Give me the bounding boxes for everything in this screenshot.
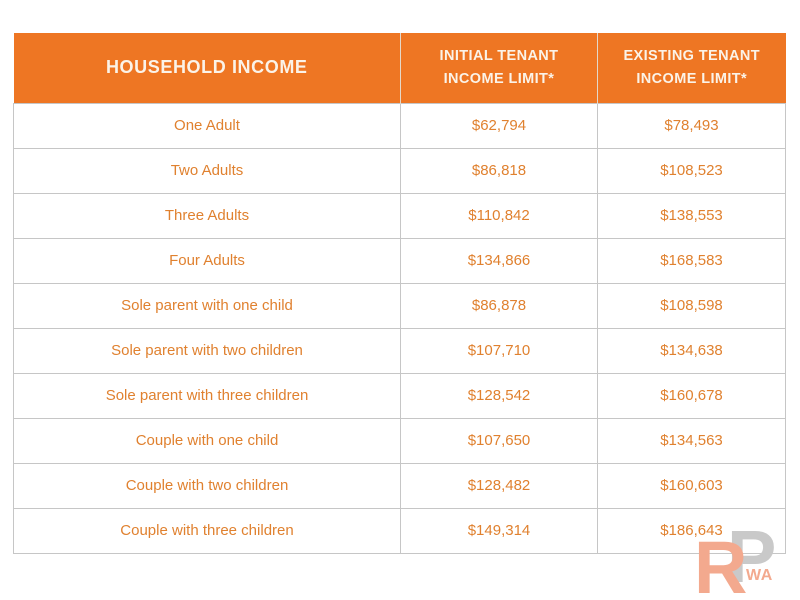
- table-row: Couple with two children $128,482 $160,6…: [13, 462, 786, 509]
- existing-limit-cell: $168,583: [597, 237, 786, 284]
- existing-limit-cell: $134,563: [597, 417, 786, 464]
- household-cell: Four Adults: [13, 237, 401, 284]
- household-cell: Sole parent with three children: [13, 372, 401, 419]
- logo-letters-wa: WA: [746, 567, 773, 584]
- initial-limit-cell: $107,710: [400, 327, 598, 374]
- household-cell: Couple with one child: [13, 417, 401, 464]
- table-row: One Adult $62,794 $78,493: [13, 102, 786, 149]
- household-cell: Sole parent with one child: [13, 282, 401, 329]
- existing-limit-cell: $108,523: [597, 147, 786, 194]
- existing-limit-cell: $134,638: [597, 327, 786, 374]
- initial-limit-cell: $128,482: [400, 462, 598, 509]
- initial-limit-cell: $149,314: [400, 507, 598, 554]
- household-cell: Couple with three children: [13, 507, 401, 554]
- table-row: Sole parent with one child $86,878 $108,…: [13, 282, 786, 329]
- initial-limit-cell: $86,818: [400, 147, 598, 194]
- header-initial-tenant-limit: INITIAL TENANT INCOME LIMIT*: [400, 33, 598, 103]
- table-row: Three Adults $110,842 $138,553: [13, 192, 786, 239]
- initial-limit-cell: $62,794: [400, 102, 598, 149]
- table-row: Couple with three children $149,314 $186…: [13, 507, 786, 554]
- table-row: Sole parent with three children $128,542…: [13, 372, 786, 419]
- table-row: Two Adults $86,818 $108,523: [13, 147, 786, 194]
- table-header-row: HOUSEHOLD INCOME INITIAL TENANT INCOME L…: [13, 33, 786, 103]
- initial-limit-cell: $110,842: [400, 192, 598, 239]
- initial-limit-cell: $107,650: [400, 417, 598, 464]
- initial-limit-cell: $86,878: [400, 282, 598, 329]
- table-row: Four Adults $134,866 $168,583: [13, 237, 786, 284]
- existing-limit-cell: $160,603: [597, 462, 786, 509]
- household-cell: Couple with two children: [13, 462, 401, 509]
- household-cell: Sole parent with two children: [13, 327, 401, 374]
- existing-limit-cell: $108,598: [597, 282, 786, 329]
- header-existing-tenant-limit: EXISTING TENANT INCOME LIMIT*: [597, 33, 786, 103]
- household-cell: Two Adults: [13, 147, 401, 194]
- income-limits-table: HOUSEHOLD INCOME INITIAL TENANT INCOME L…: [13, 33, 786, 554]
- initial-limit-cell: $128,542: [400, 372, 598, 419]
- header-household-income: HOUSEHOLD INCOME: [13, 33, 401, 103]
- household-cell: Three Adults: [13, 192, 401, 239]
- existing-limit-cell: $138,553: [597, 192, 786, 239]
- existing-limit-cell: $160,678: [597, 372, 786, 419]
- table-row: Sole parent with two children $107,710 $…: [13, 327, 786, 374]
- table-row: Couple with one child $107,650 $134,563: [13, 417, 786, 464]
- existing-limit-cell: $186,643: [597, 507, 786, 554]
- initial-limit-cell: $134,866: [400, 237, 598, 284]
- existing-limit-cell: $78,493: [597, 102, 786, 149]
- household-cell: One Adult: [13, 102, 401, 149]
